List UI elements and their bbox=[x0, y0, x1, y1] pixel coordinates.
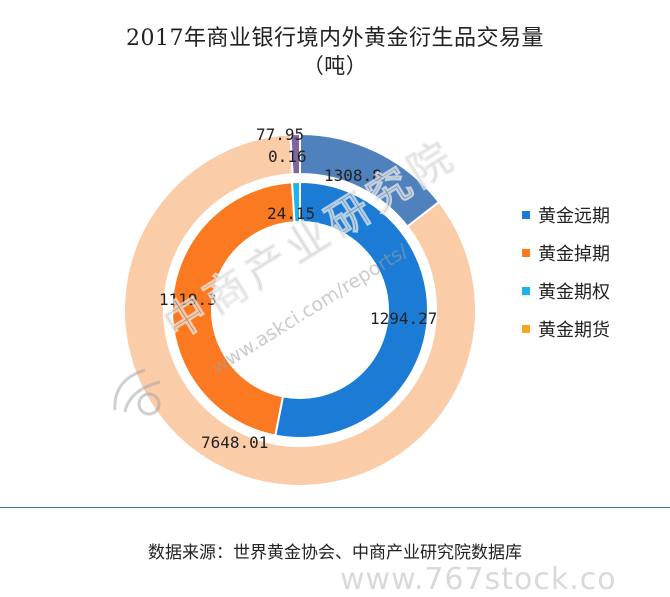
legend-item-option: 黄金期权 bbox=[522, 272, 662, 310]
slice-outer-黄金掉期 bbox=[289, 132, 301, 176]
slice-outer-黄金期货 bbox=[123, 133, 477, 487]
donut-chart: 1294.27 1119.3 24.15 1308.8 7648.01 0.16… bbox=[123, 125, 477, 487]
legend-swatch-futures bbox=[522, 325, 530, 333]
legend-swatch-forward bbox=[522, 211, 530, 219]
footer-divider bbox=[0, 507, 670, 508]
legend-item-swap: 黄金掉期 bbox=[522, 234, 662, 272]
label-option-outer: 0.16 bbox=[268, 147, 307, 166]
legend-swatch-swap bbox=[522, 249, 530, 257]
label-forward-inner: 1294.27 bbox=[370, 309, 437, 328]
chart-legend: 黄金远期 黄金掉期 黄金期权 黄金期货 bbox=[522, 196, 662, 348]
legend-label-futures: 黄金期货 bbox=[538, 320, 610, 341]
chart-title: 2017年商业银行境内外黄金衍生品交易量 bbox=[126, 26, 544, 51]
label-swap-outer: 77.95 bbox=[256, 125, 304, 144]
legend-label-forward: 黄金远期 bbox=[538, 206, 610, 227]
legend-swatch-option bbox=[522, 287, 530, 295]
label-futures-outer: 7648.01 bbox=[201, 433, 268, 452]
label-option-inner: 24.15 bbox=[267, 204, 315, 223]
legend-label-swap: 黄金掉期 bbox=[538, 244, 610, 265]
watermark-site: www.767stock.co bbox=[340, 562, 617, 597]
legend-item-forward: 黄金远期 bbox=[522, 196, 662, 234]
label-swap-inner: 1119.3 bbox=[159, 290, 217, 309]
label-forward-outer: 1308.8 bbox=[324, 166, 382, 185]
slice-inner-黄金掉期 bbox=[171, 181, 296, 437]
slice-inner-黄金远期 bbox=[274, 180, 429, 439]
source-note: 数据来源：世界黄金协会、中商产业研究院数据库 bbox=[148, 543, 522, 563]
chart-subtitle: （吨） bbox=[302, 54, 368, 78]
slice-inner-黄金期权 bbox=[290, 180, 301, 224]
watermark-logo-icon bbox=[113, 368, 161, 416]
legend-item-futures: 黄金期货 bbox=[522, 310, 662, 348]
legend-label-option: 黄金期权 bbox=[538, 282, 610, 303]
